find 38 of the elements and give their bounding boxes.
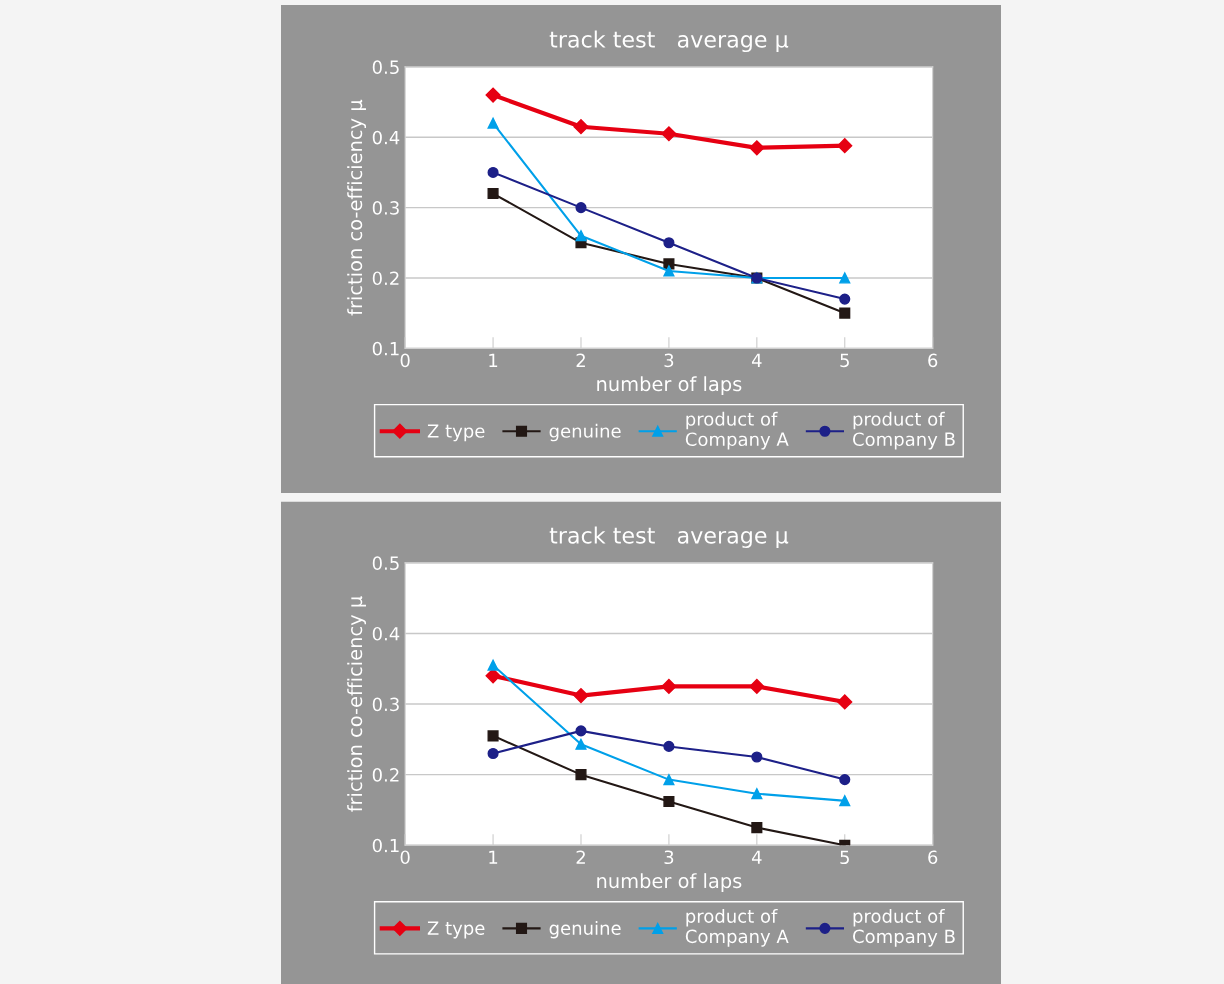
x-tick-label: 2 [576, 353, 585, 367]
y-axis-title: friction co-efficiency μ [347, 99, 367, 316]
legend-label: genuine [549, 920, 621, 939]
chart-title: track test average μ [549, 30, 789, 53]
y-tick-label: 0.5 [372, 60, 399, 75]
x-axis-title: number of laps [597, 873, 742, 892]
legend-label: product of Company A [685, 908, 789, 947]
y-tick-label: 0.4 [372, 626, 400, 641]
legend-label: product of Company B [853, 908, 955, 947]
x-axis-title: number of laps [597, 376, 742, 396]
y-axis-title: friction co-efficiency μ [347, 596, 367, 812]
y-tick-label: 0.4 [372, 130, 400, 145]
x-tick-label: 3 [664, 850, 674, 865]
x-tick-label: 6 [928, 850, 938, 865]
x-tick-label: 5 [840, 850, 849, 865]
x-tick-label: 1 [489, 353, 498, 367]
x-tick-label: 6 [928, 353, 938, 368]
legend-label: Z type [427, 921, 485, 939]
y-tick-label: 0.1 [372, 341, 399, 356]
y-tick-label: 0.3 [372, 201, 399, 215]
x-tick-label: 3 [664, 353, 674, 368]
legend-label: product of Company B [853, 411, 955, 450]
x-tick-label: 0 [400, 850, 410, 865]
chart-title: track test average μ [549, 526, 789, 549]
y-tick-label: 0.2 [372, 271, 399, 286]
y-tick-label: 0.2 [372, 768, 399, 782]
x-tick-label: 4 [751, 850, 762, 864]
x-tick-label: 5 [840, 353, 849, 368]
legend-label: product of Company A [685, 411, 789, 450]
x-tick-label: 4 [751, 353, 762, 367]
legend-label: Z type [427, 424, 485, 442]
legend-label: genuine [549, 423, 621, 442]
x-tick-label: 0 [400, 353, 410, 368]
y-tick-label: 0.1 [372, 838, 399, 853]
y-tick-label: 0.5 [372, 556, 399, 570]
y-tick-label: 0.3 [372, 697, 399, 712]
x-tick-label: 1 [489, 850, 498, 864]
x-tick-label: 2 [576, 850, 585, 864]
